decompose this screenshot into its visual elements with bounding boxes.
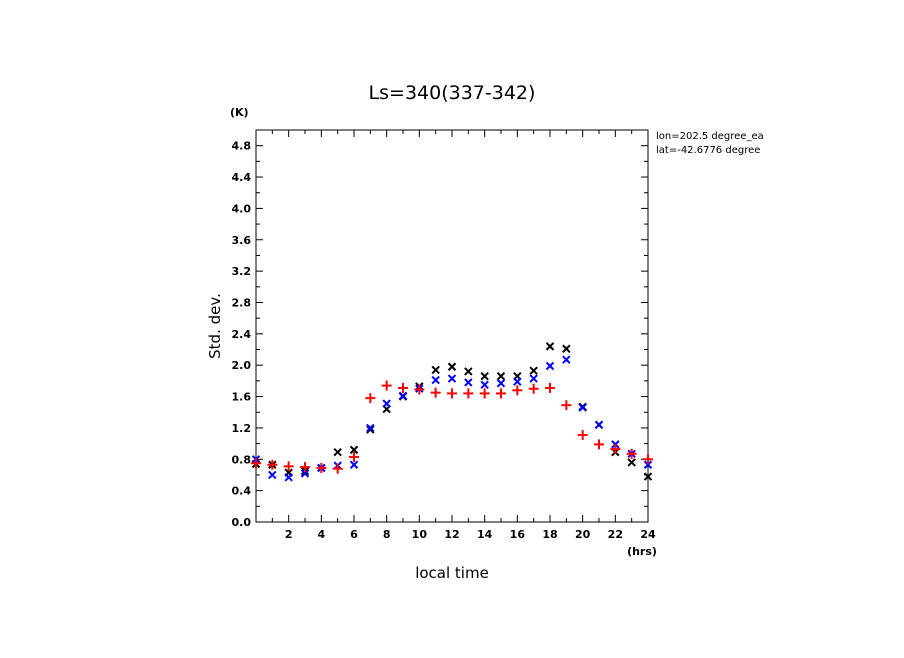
y-tick-label: 2.4 [232,328,252,341]
data-point-series-1 [464,378,473,387]
data-point-series-2 [430,387,441,398]
data-point-series-1 [578,403,587,412]
data-point-series-2 [577,429,588,440]
x-tick-label: 4 [318,528,326,541]
data-point-series-0 [480,371,489,381]
data-point-series-0 [366,425,375,434]
data-point-series-2 [479,388,490,399]
x-tick-label: 8 [383,528,391,541]
data-point-series-1 [431,375,440,385]
data-point-series-0 [431,365,440,375]
data-point-series-1 [349,460,359,469]
data-point-series-1 [594,420,604,429]
y-tick-label: 0.4 [232,485,252,498]
data-point-series-0 [496,371,506,381]
x-tick-label: 14 [477,528,493,541]
data-point-series-0 [562,344,571,353]
y-tick-label: 3.6 [232,234,252,247]
data-point-series-2 [316,462,327,473]
ticks-layer: 2 4 6 8 10 12 14 16 18 20 22 240.00.40.81.21.62.02.… [232,130,656,541]
data-point-series-2 [267,459,278,470]
y-tick-label: 2.0 [232,359,252,372]
data-point-series-2 [300,462,310,473]
y-tick-label: 1.2 [232,422,252,435]
data-point-series-1 [545,361,555,371]
data-point-series-0 [333,448,342,457]
data-point-series-2 [349,451,359,462]
data-point-series-1 [382,399,391,408]
y-tick-label: 1.6 [232,391,252,404]
data-point-series-2 [463,388,474,399]
y-tick-label: 0.8 [232,453,252,466]
y-tick-label: 4.4 [232,171,252,184]
data-point-series-0 [349,445,359,455]
data-point-series-0 [529,366,538,375]
data-point-series-2 [381,380,392,391]
x-tick-label: 12 [444,528,459,541]
data-point-series-2 [332,463,343,474]
data-point-series-1 [300,469,310,478]
data-point-series-1 [480,380,489,390]
y-tick-label: 4.0 [232,202,252,215]
data-point-series-2 [512,385,523,396]
data-point-series-1 [447,374,457,383]
data-point-series-1 [643,460,653,469]
x-unit-label: (hrs) [627,545,657,558]
data-point-series-2 [447,388,457,399]
y-tick-label: 3.2 [232,265,252,278]
data-point-series-1 [398,391,408,400]
annotation-lon: lon=202.5 degree_ea [656,131,764,142]
data-point-series-2 [528,383,539,394]
data-point-series-2 [643,454,653,465]
data-point-series-2 [251,458,261,469]
data-point-series-1 [284,473,293,482]
data-point-series-0 [627,458,636,467]
data-point-series-2 [545,382,555,393]
annotation-lat: lat=-42.6776 degree [656,145,760,156]
data-point-series-0 [447,362,457,371]
y-tick-label: 0.0 [232,516,252,529]
y-tick-label: 4.8 [232,140,252,153]
y-axis-label: Std. dev. [206,293,224,359]
data-point-series-0 [464,367,473,376]
chart-title: Ls=340(337-342) [369,82,536,104]
data-point-series-2 [610,444,621,455]
data-point-series-1 [513,377,522,386]
data-point-series-1 [366,423,375,433]
data-point-series-1 [268,470,277,480]
x-tick-label: 16 [510,528,526,541]
x-tick-label: 22 [608,528,623,541]
x-tick-label: 6 [350,528,358,541]
data-point-series-2 [626,448,637,459]
data-point-series-0 [545,342,555,351]
data-point-series-2 [398,382,408,393]
data-point-series-2 [561,400,572,411]
data-point-series-1 [562,355,571,364]
y-tick-label: 2.8 [232,296,252,309]
data-point-series-2 [365,393,376,404]
data-point-series-2 [496,388,506,399]
x-tick-label: 2 [285,528,293,541]
marks-layer [251,342,653,482]
x-tick-label: 20 [575,528,591,541]
plot-frame [255,129,649,523]
x-axis-label: local time [415,564,489,582]
x-tick-label: 24 [640,528,656,541]
data-point-series-2 [414,384,425,395]
data-point-series-2 [594,439,604,450]
x-tick-label: 10 [412,528,428,541]
y-unit-label: (K) [230,106,249,119]
x-tick-label: 18 [542,528,557,541]
data-point-series-1 [496,379,506,388]
data-point-series-0 [643,472,653,481]
data-point-series-1 [529,374,538,383]
data-point-series-2 [283,461,294,472]
